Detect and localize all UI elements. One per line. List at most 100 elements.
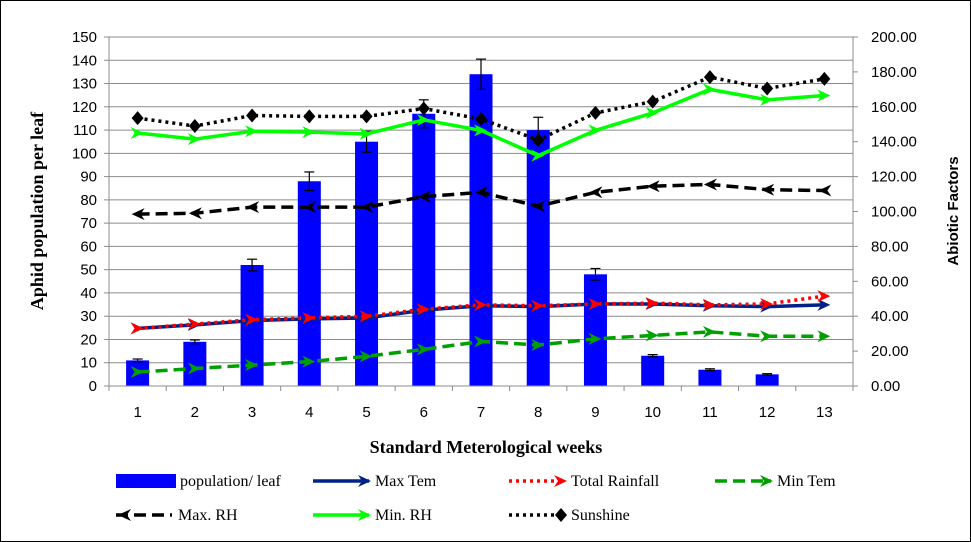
line-point — [588, 124, 602, 137]
y-tick-label: 70 — [80, 215, 97, 232]
legend-label: Max. RH — [178, 507, 238, 524]
x-tick-label: 13 — [816, 404, 833, 421]
line-point — [702, 325, 716, 338]
line-point — [645, 106, 659, 119]
line-point — [475, 112, 487, 127]
y-tick-label: 130 — [72, 76, 97, 93]
bar — [526, 130, 550, 386]
x-tick-label: 5 — [362, 404, 370, 421]
line-point — [532, 132, 545, 147]
line-point — [187, 318, 201, 331]
line-point — [246, 201, 260, 214]
line-point — [302, 311, 316, 324]
line-point — [761, 183, 775, 196]
line-point — [589, 105, 602, 120]
x-tick-label: 7 — [477, 404, 485, 421]
line-point — [818, 71, 831, 86]
bar — [583, 274, 607, 386]
title-layer: Aphid population per leaf Abiotic Factor… — [27, 111, 962, 457]
line-point — [703, 178, 717, 191]
line-point — [817, 290, 831, 303]
x-tick-label: 2 — [191, 404, 199, 421]
line-point — [302, 355, 316, 368]
y2-tick-label: 200.00 — [871, 29, 917, 46]
line-point — [303, 109, 316, 124]
line-point — [246, 108, 259, 123]
line-point — [589, 186, 603, 199]
bar — [355, 141, 379, 386]
line-point — [359, 350, 373, 363]
line-point — [417, 190, 431, 203]
legend-label: Total Rainfall — [571, 473, 660, 490]
line-point — [245, 125, 259, 138]
y2-tick-label: 80.00 — [871, 238, 909, 255]
line-point — [475, 186, 488, 199]
line-point — [646, 180, 660, 193]
line-point — [702, 298, 716, 311]
line-point — [588, 332, 602, 345]
x-tick-label: 1 — [133, 404, 141, 421]
line-point — [118, 509, 131, 521]
y-tick-label: 60 — [80, 238, 97, 255]
line-point — [360, 109, 373, 124]
y-tick-label: 50 — [80, 262, 97, 279]
line-point — [360, 201, 374, 214]
y-tick-label: 10 — [80, 355, 97, 372]
line-point — [474, 335, 487, 348]
x-tick-label: 12 — [759, 404, 776, 421]
line-point — [555, 508, 567, 522]
x-tick-label: 6 — [420, 404, 428, 421]
line-point — [359, 310, 373, 323]
bar — [240, 265, 264, 386]
line-point — [130, 322, 144, 335]
y-tick-label: 80 — [80, 192, 97, 209]
y2-tick-label: 100.00 — [871, 204, 917, 221]
y2-tick-label: 120.00 — [871, 169, 917, 186]
line-point — [703, 70, 716, 85]
y2-tick-label: 180.00 — [871, 64, 917, 81]
x-tick-label: 10 — [644, 404, 661, 421]
legend-label: Sunshine — [571, 507, 630, 524]
y-tick-label: 0 — [89, 378, 97, 395]
line-point — [474, 124, 487, 137]
y-axis-title: Aphid population per leaf — [27, 111, 47, 310]
line-point — [817, 89, 831, 102]
x-tick-label: 3 — [248, 404, 256, 421]
y-tick-label: 90 — [80, 169, 97, 186]
legend-label: Min. RH — [375, 507, 432, 524]
line-point — [245, 313, 259, 326]
line-point — [645, 297, 659, 310]
line-point — [303, 201, 317, 214]
y-tick-label: 120 — [72, 99, 97, 116]
line-point — [358, 509, 371, 521]
line-point — [130, 126, 144, 139]
bar — [412, 113, 436, 386]
line-point — [817, 330, 831, 343]
line-point — [416, 113, 430, 126]
bar-layer — [126, 58, 779, 386]
y2-tick-label: 40.00 — [871, 308, 909, 325]
y-tick-label: 100 — [72, 145, 97, 162]
bar — [297, 181, 321, 386]
bar — [641, 355, 665, 386]
x-axis-title: Standard Meterological weeks — [370, 437, 603, 457]
line-point — [760, 330, 774, 343]
y-tick-label: 140 — [72, 52, 97, 69]
axis-layer: 01020304050607080901001101201301401500.0… — [72, 29, 917, 421]
line-point — [130, 366, 144, 379]
x-tick-label: 11 — [702, 404, 718, 421]
line-point — [358, 475, 371, 487]
y2-tick-label: 20.00 — [871, 343, 909, 360]
line-point — [760, 475, 773, 487]
x-tick-label: 9 — [591, 404, 599, 421]
bar — [698, 369, 722, 386]
line-point — [532, 200, 546, 213]
line-point — [417, 101, 430, 116]
y2-axis-title: Abiotic Factors — [945, 156, 962, 265]
legend-label: Min Tem — [777, 473, 836, 490]
line-point — [645, 329, 659, 342]
legend-label: population/ leaf — [180, 473, 282, 490]
line-point — [817, 298, 831, 311]
line-point — [131, 208, 145, 221]
